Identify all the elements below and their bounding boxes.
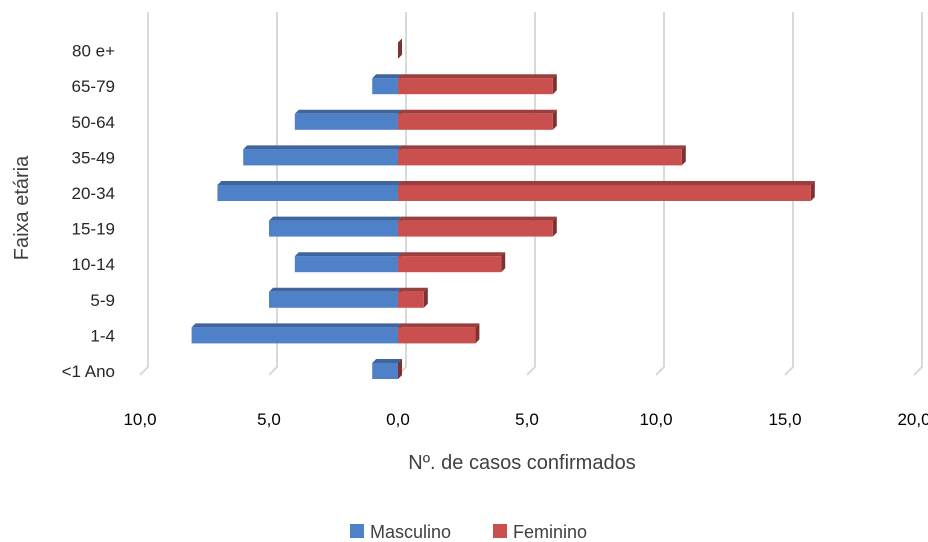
category-label: 15-19 bbox=[72, 220, 115, 239]
bar-masculino bbox=[294, 109, 402, 130]
bar-masculino bbox=[372, 359, 402, 379]
legend-label-feminino: Feminino bbox=[513, 522, 587, 542]
x-tick-label: 5,0 bbox=[257, 410, 281, 429]
legend-swatch-feminino bbox=[493, 524, 507, 538]
x-tick-labels: 10,0 5,0 0,0 5,0 10,0 15,0 20,0 bbox=[123, 410, 928, 429]
legend-label-masculino: Masculino bbox=[370, 522, 451, 542]
category-label: 50-64 bbox=[72, 113, 115, 132]
bar-masculino bbox=[372, 74, 402, 95]
bar-feminino bbox=[398, 38, 402, 59]
bar-masculino bbox=[294, 252, 402, 273]
gridline bbox=[526, 12, 536, 376]
x-tick-label: 15,0 bbox=[768, 410, 801, 429]
bar-feminino bbox=[398, 74, 557, 95]
bar-masculino bbox=[269, 216, 402, 237]
bar-masculino bbox=[191, 323, 402, 344]
x-tick-label: 10,0 bbox=[639, 410, 672, 429]
bar-masculino bbox=[217, 181, 402, 201]
x-tick-label: 10,0 bbox=[123, 410, 156, 429]
category-label: 80 e+ bbox=[72, 42, 115, 61]
bar-masculino bbox=[269, 287, 402, 308]
bars bbox=[191, 38, 815, 379]
y-axis-title: Faixa etária bbox=[11, 155, 33, 260]
x-tick-label: 5,0 bbox=[515, 410, 539, 429]
bar-feminino bbox=[398, 109, 557, 130]
bar-feminino bbox=[398, 323, 480, 344]
category-label: <1 Ano bbox=[62, 362, 115, 381]
gridline bbox=[139, 12, 149, 376]
x-tick-label: 0,0 bbox=[386, 410, 410, 429]
x-axis-title: Nº. de casos confirmados bbox=[408, 452, 635, 474]
gridlines bbox=[139, 12, 923, 376]
gridline bbox=[913, 12, 923, 376]
bar-feminino bbox=[398, 359, 402, 379]
legend-swatch-masculino bbox=[350, 524, 364, 538]
category-label: 1-4 bbox=[90, 326, 115, 345]
category-label: 35-49 bbox=[72, 148, 115, 167]
category-label: 10-14 bbox=[72, 255, 115, 274]
bar-feminino bbox=[398, 287, 428, 308]
bar-feminino bbox=[398, 181, 815, 201]
x-tick-label: 20,0 bbox=[897, 410, 928, 429]
gridline bbox=[655, 12, 665, 376]
bar-masculino bbox=[243, 145, 402, 166]
bar-feminino bbox=[398, 216, 557, 237]
category-label: 5-9 bbox=[90, 291, 115, 310]
category-label: 65-79 bbox=[72, 77, 115, 96]
gridline bbox=[268, 12, 278, 376]
gridline bbox=[784, 12, 794, 376]
category-labels: <1 Ano 1-4 5-9 10-14 15-19 20-34 35-49 50-64 65-… bbox=[62, 42, 115, 381]
bar-feminino bbox=[398, 252, 506, 273]
category-label: 20-34 bbox=[72, 184, 115, 203]
bar-feminino bbox=[398, 145, 686, 166]
legend: Masculino Feminino bbox=[350, 522, 587, 542]
